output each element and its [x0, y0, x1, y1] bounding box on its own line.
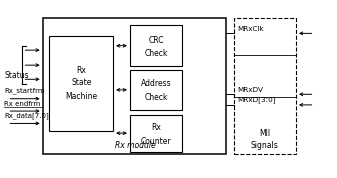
Text: Counter: Counter	[141, 137, 171, 146]
Text: Rx endfrm: Rx endfrm	[4, 101, 40, 107]
Text: Rx_data[7.0]: Rx_data[7.0]	[4, 112, 49, 119]
Text: Signals: Signals	[251, 141, 279, 150]
Text: Rx module: Rx module	[115, 141, 155, 150]
Text: MRxD[3:0]: MRxD[3:0]	[237, 96, 276, 103]
Text: MRxDV: MRxDV	[237, 87, 263, 93]
Text: State: State	[71, 78, 91, 87]
Text: Address: Address	[141, 79, 171, 88]
Bar	[49, 36, 113, 131]
Text: Rx: Rx	[151, 123, 161, 132]
Bar	[130, 70, 182, 110]
Bar	[234, 18, 296, 154]
Text: Check: Check	[144, 49, 167, 57]
Text: Check: Check	[144, 93, 167, 102]
Text: Machine: Machine	[65, 91, 97, 101]
Bar	[130, 115, 182, 152]
Bar	[130, 25, 182, 66]
Bar	[43, 18, 225, 154]
Text: CRC: CRC	[148, 36, 164, 45]
Text: Status: Status	[4, 71, 29, 80]
Text: MRxClk: MRxClk	[237, 26, 264, 32]
Text: Rx_startfrm: Rx_startfrm	[4, 88, 45, 94]
Text: MII: MII	[259, 129, 270, 138]
Text: Rx: Rx	[76, 66, 86, 75]
